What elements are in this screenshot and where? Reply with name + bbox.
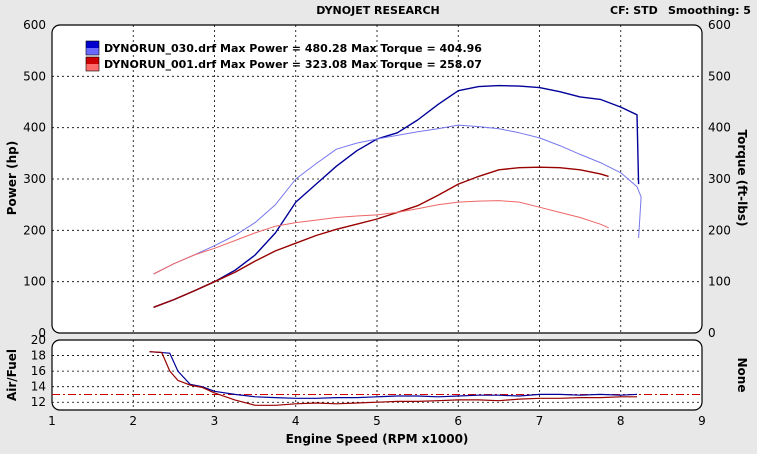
rpm-tick-label: 3	[211, 414, 219, 428]
air-fuel-grid	[52, 340, 702, 410]
power-torque-ticks: 0 100 200 300 400 500 600 0 100 200 300 400 500 600	[23, 18, 731, 340]
series-line-afr-run-030	[149, 351, 638, 399]
legend-entry: DYNORUN_001.drf Max Power = 323.08 Max T…	[85, 56, 482, 72]
legend-entry: DYNORUN_030.drf Max Power = 480.28 Max T…	[85, 40, 482, 56]
air-fuel-tick-label: 12	[31, 395, 46, 409]
series-line-afr-run-001	[149, 351, 637, 406]
power-axis-title: Power (hp)	[5, 141, 19, 215]
none-axis-title: None	[735, 358, 749, 393]
legend-swatch-top	[86, 57, 99, 64]
legend-swatch-border	[85, 56, 100, 72]
power-tick-label: 100	[23, 275, 46, 289]
power-tick-label: 400	[23, 121, 46, 135]
air-fuel-tick-label: 20	[31, 333, 46, 347]
torque-tick-label: 300	[708, 172, 731, 186]
power-tick-label: 300	[23, 172, 46, 186]
rpm-tick-label: 1	[48, 414, 56, 428]
legend-swatch-border	[85, 40, 100, 56]
series-line-power-run-001	[153, 166, 609, 308]
air-fuel-tick-label: 16	[31, 364, 46, 378]
legend-label: DYNORUN_001.drf Max Power = 323.08 Max T…	[104, 58, 482, 71]
legend: DYNORUN_030.drf Max Power = 480.28 Max T…	[85, 40, 482, 72]
rpm-tick-label: 2	[129, 414, 137, 428]
header-smoothing: Smoothing: 5	[668, 4, 751, 17]
legend-label: DYNORUN_030.drf Max Power = 480.28 Max T…	[104, 42, 482, 55]
torque-tick-label: 500	[708, 69, 731, 83]
legend-swatch-bottom	[86, 64, 99, 71]
engine-speed-axis-title: Engine Speed (RPM x1000)	[286, 432, 469, 446]
legend-swatch-bottom	[86, 48, 99, 55]
rpm-tick-label: 4	[292, 414, 300, 428]
rpm-tick-label: 7	[536, 414, 544, 428]
torque-tick-label: 0	[708, 326, 716, 340]
rpm-tick-label: 5	[373, 414, 381, 428]
power-tick-label: 500	[23, 69, 46, 83]
power-tick-label: 0	[38, 326, 46, 340]
header-cf: CF: STD	[610, 4, 658, 17]
power-tick-label: 200	[23, 223, 46, 237]
rpm-tick-label: 8	[617, 414, 625, 428]
torque-tick-label: 100	[708, 275, 731, 289]
power-torque-series	[153, 84, 642, 308]
air-fuel-tick-label: 14	[31, 380, 46, 394]
power-tick-label: 600	[23, 18, 46, 32]
series-line-torque-run-001	[153, 200, 609, 275]
torque-tick-label: 200	[708, 223, 731, 237]
air-fuel-series	[149, 351, 638, 406]
series-line-torque-run-030	[153, 124, 642, 275]
rpm-tick-label: 9	[698, 414, 706, 428]
legend-swatch-top	[86, 41, 99, 48]
header-title: DYNOJET RESEARCH	[316, 4, 439, 17]
rpm-tick-label: 6	[454, 414, 462, 428]
air-fuel-axis-title: Air/Fuel	[5, 349, 19, 401]
torque-tick-label: 400	[708, 121, 731, 135]
series-line-power-run-030	[153, 84, 640, 308]
torque-axis-title: Torque (ft-lbs)	[735, 130, 749, 227]
air-fuel-tick-label: 18	[31, 349, 46, 363]
torque-tick-label: 600	[708, 18, 731, 32]
power-torque-grid	[52, 25, 702, 333]
